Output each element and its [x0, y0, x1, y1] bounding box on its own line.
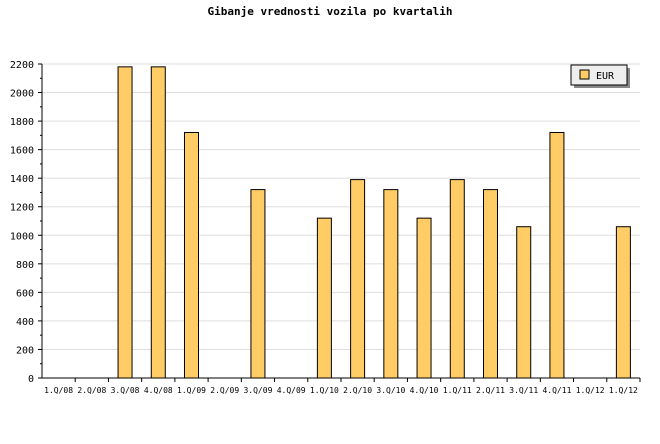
y-tick-label: 600: [16, 288, 34, 299]
bar-2.Q/10: [350, 179, 366, 379]
bar-3.Q/11: [516, 226, 532, 379]
x-tick-label: 1.Q/12: [609, 386, 638, 395]
bar-1.Q/12: [615, 226, 631, 379]
x-tick-label: 3.Q/10: [376, 386, 405, 395]
y-tick-label: 1400: [10, 174, 34, 185]
gridlines: [42, 63, 640, 350]
y-tick-label: 200: [16, 345, 34, 356]
x-tick-label: 1.Q/10: [310, 386, 339, 395]
bar-4.Q/10: [416, 217, 432, 379]
y-tick-label: 1200: [10, 203, 34, 214]
x-tick-label: 2.Q/08: [77, 386, 106, 395]
bar-1.Q/09: [184, 132, 199, 379]
x-tick-label: 1.Q/08: [44, 386, 73, 395]
bar-1.Q/11: [449, 179, 465, 379]
x-tick-label: 4.Q/11: [542, 386, 571, 395]
y-tick-label: 2000: [10, 89, 34, 100]
y-tick-label: 0: [28, 374, 34, 385]
legend-swatch-eur: [579, 69, 590, 80]
bar-3.Q/10: [383, 189, 399, 379]
legend: EUR: [570, 64, 630, 88]
x-tick-label: 2.Q/11: [476, 386, 505, 395]
x-tick-label: 4.Q/10: [410, 386, 439, 395]
y-tick-label: 400: [16, 317, 34, 328]
bars: [117, 66, 631, 379]
legend-label-eur: EUR: [596, 71, 615, 82]
x-tick-label: 4.Q/08: [144, 386, 173, 395]
x-tick-label: 2.Q/09: [210, 386, 239, 395]
bar-3.Q/08: [117, 66, 133, 379]
bar-1.Q/10: [316, 217, 332, 379]
bar-4.Q/08: [150, 66, 166, 379]
x-tick-label: 1.Q/12: [576, 386, 605, 395]
y-tick-label: 1600: [10, 146, 34, 157]
bar-3.Q/09: [250, 189, 266, 379]
y-tick-label: 1800: [10, 117, 34, 128]
x-tick-label: 1.Q/09: [177, 386, 206, 395]
x-tick-label: 4.Q/09: [277, 386, 306, 395]
x-tick-label: 3.Q/08: [111, 386, 140, 395]
y-tick-label: 800: [16, 260, 34, 271]
x-tick-label: 3.Q/11: [509, 386, 538, 395]
x-tick-label: 3.Q/09: [243, 386, 272, 395]
x-tick-label: 2.Q/10: [343, 386, 372, 395]
axes: 0 200 400 600 800 1000 1200 1400 1600 1800 2000 220…: [10, 60, 641, 395]
y-tick-label: 1000: [10, 231, 34, 242]
bar-4.Q/11: [549, 132, 565, 379]
chart-title: Gibanje vrednosti vozila po kvartalih: [207, 5, 452, 18]
x-tick-label: 1.Q/11: [443, 386, 472, 395]
y-tick-label: 2200: [10, 60, 34, 71]
bar-2.Q/11: [483, 189, 498, 379]
